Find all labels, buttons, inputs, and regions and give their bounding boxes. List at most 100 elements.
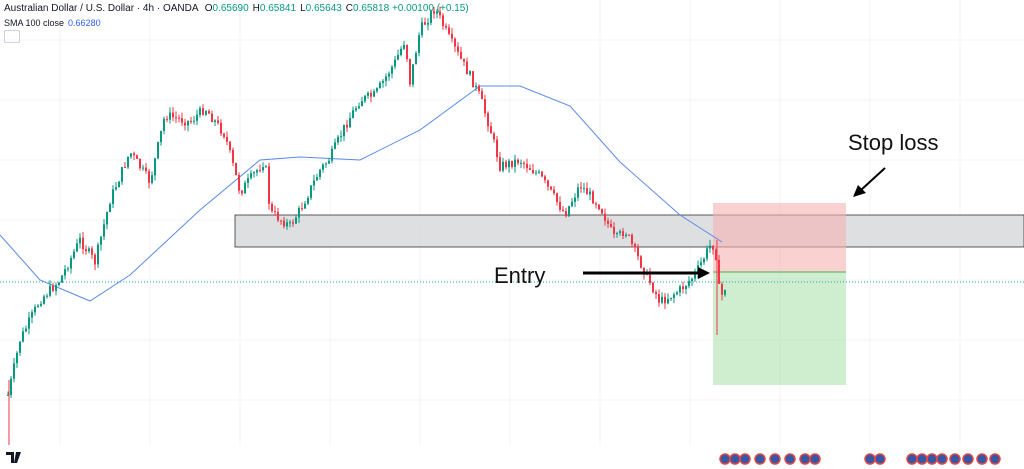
candle-body bbox=[322, 164, 324, 170]
candle-body bbox=[442, 15, 444, 26]
candle-body bbox=[151, 175, 153, 183]
candle-body bbox=[232, 149, 234, 163]
candle-body bbox=[580, 187, 582, 189]
candle-body bbox=[43, 296, 45, 304]
candle-body bbox=[301, 208, 303, 210]
candle-body bbox=[181, 118, 183, 123]
candle-body bbox=[382, 80, 384, 83]
ohlc-label: H bbox=[252, 3, 260, 14]
entry-label: Entry bbox=[494, 263, 546, 288]
candle-body bbox=[208, 111, 210, 114]
ohlc-value: 0.65690 bbox=[212, 3, 249, 14]
candle-body bbox=[613, 226, 615, 235]
candle-body bbox=[634, 243, 636, 247]
candle-body bbox=[679, 286, 681, 293]
candle-body bbox=[262, 167, 264, 171]
candle-body bbox=[289, 222, 291, 224]
candle-body bbox=[457, 46, 459, 52]
candle-body bbox=[250, 173, 252, 179]
collapse-button[interactable] bbox=[4, 30, 20, 43]
candle-body bbox=[592, 191, 594, 204]
candle-body bbox=[637, 246, 639, 257]
candle-body bbox=[364, 95, 366, 102]
candle-body bbox=[532, 169, 534, 174]
candle-body bbox=[238, 175, 240, 191]
candle-body bbox=[439, 11, 441, 16]
candle-body bbox=[73, 251, 75, 258]
candle-body bbox=[40, 303, 42, 306]
candle-body bbox=[244, 182, 246, 194]
candle-body bbox=[202, 108, 204, 115]
candle-body bbox=[175, 117, 177, 119]
candle-body bbox=[394, 59, 396, 67]
candle-body bbox=[106, 212, 108, 225]
candle-body bbox=[37, 305, 39, 307]
candle-body bbox=[685, 285, 687, 290]
candle-body bbox=[139, 158, 141, 169]
candle-body bbox=[652, 282, 654, 293]
event-icon bbox=[719, 453, 731, 465]
candle-body bbox=[67, 268, 69, 270]
candle-body bbox=[493, 133, 495, 140]
candle-body bbox=[298, 208, 300, 218]
candle-body bbox=[553, 189, 555, 194]
candle-body bbox=[427, 22, 429, 25]
candle-body bbox=[472, 71, 474, 88]
candle-body bbox=[166, 118, 168, 120]
candle-body bbox=[565, 210, 567, 217]
candle-body bbox=[214, 120, 216, 123]
candle-body bbox=[556, 193, 558, 202]
candle-body bbox=[247, 178, 249, 183]
candle-body bbox=[76, 243, 78, 252]
candle-body bbox=[376, 88, 378, 92]
candle-body bbox=[361, 101, 363, 107]
candle-body bbox=[586, 188, 588, 195]
candle-body bbox=[79, 237, 81, 244]
candle-body bbox=[568, 206, 570, 217]
candle-body bbox=[88, 248, 90, 252]
candle-body bbox=[670, 297, 672, 299]
candle-body bbox=[682, 286, 684, 290]
ohlc-value: 0.65643 bbox=[305, 3, 342, 14]
candle-body bbox=[160, 130, 162, 143]
candle-body bbox=[316, 177, 318, 181]
candle-body bbox=[607, 220, 609, 224]
candle-body bbox=[505, 161, 507, 168]
entry-arrow-head bbox=[698, 267, 710, 279]
candle-body bbox=[91, 248, 93, 255]
candle-body bbox=[484, 99, 486, 114]
candle-body bbox=[616, 233, 618, 235]
candle-body bbox=[211, 113, 213, 123]
candle-body bbox=[46, 295, 48, 297]
candle-body bbox=[97, 244, 99, 265]
candle-body bbox=[109, 203, 111, 213]
candle-body bbox=[274, 211, 276, 213]
candle-body bbox=[85, 249, 87, 252]
candle-body bbox=[277, 212, 279, 221]
change: +0.00100 (+0.15) bbox=[391, 3, 469, 14]
candle-body bbox=[22, 331, 24, 342]
candle-body bbox=[343, 124, 345, 137]
candle-body bbox=[541, 171, 543, 177]
sma-line bbox=[0, 85, 723, 302]
candle-body bbox=[286, 222, 288, 227]
candle-body bbox=[508, 160, 510, 168]
candle-body bbox=[520, 162, 522, 164]
candle-body bbox=[526, 163, 528, 169]
candle-body bbox=[169, 112, 171, 120]
candle-body bbox=[25, 328, 27, 332]
candle-body bbox=[400, 48, 402, 56]
resistance-zone bbox=[234, 214, 1024, 248]
candle-body bbox=[226, 136, 228, 142]
candle-body bbox=[478, 85, 480, 92]
candle-body bbox=[292, 222, 294, 224]
candle-body bbox=[295, 217, 297, 224]
candle-body bbox=[235, 162, 237, 176]
candle-body bbox=[712, 245, 714, 250]
candle-body bbox=[715, 249, 717, 260]
candle-body bbox=[346, 124, 348, 128]
candle-body bbox=[598, 204, 600, 210]
candle-body bbox=[61, 275, 63, 283]
candle-body bbox=[640, 256, 642, 268]
